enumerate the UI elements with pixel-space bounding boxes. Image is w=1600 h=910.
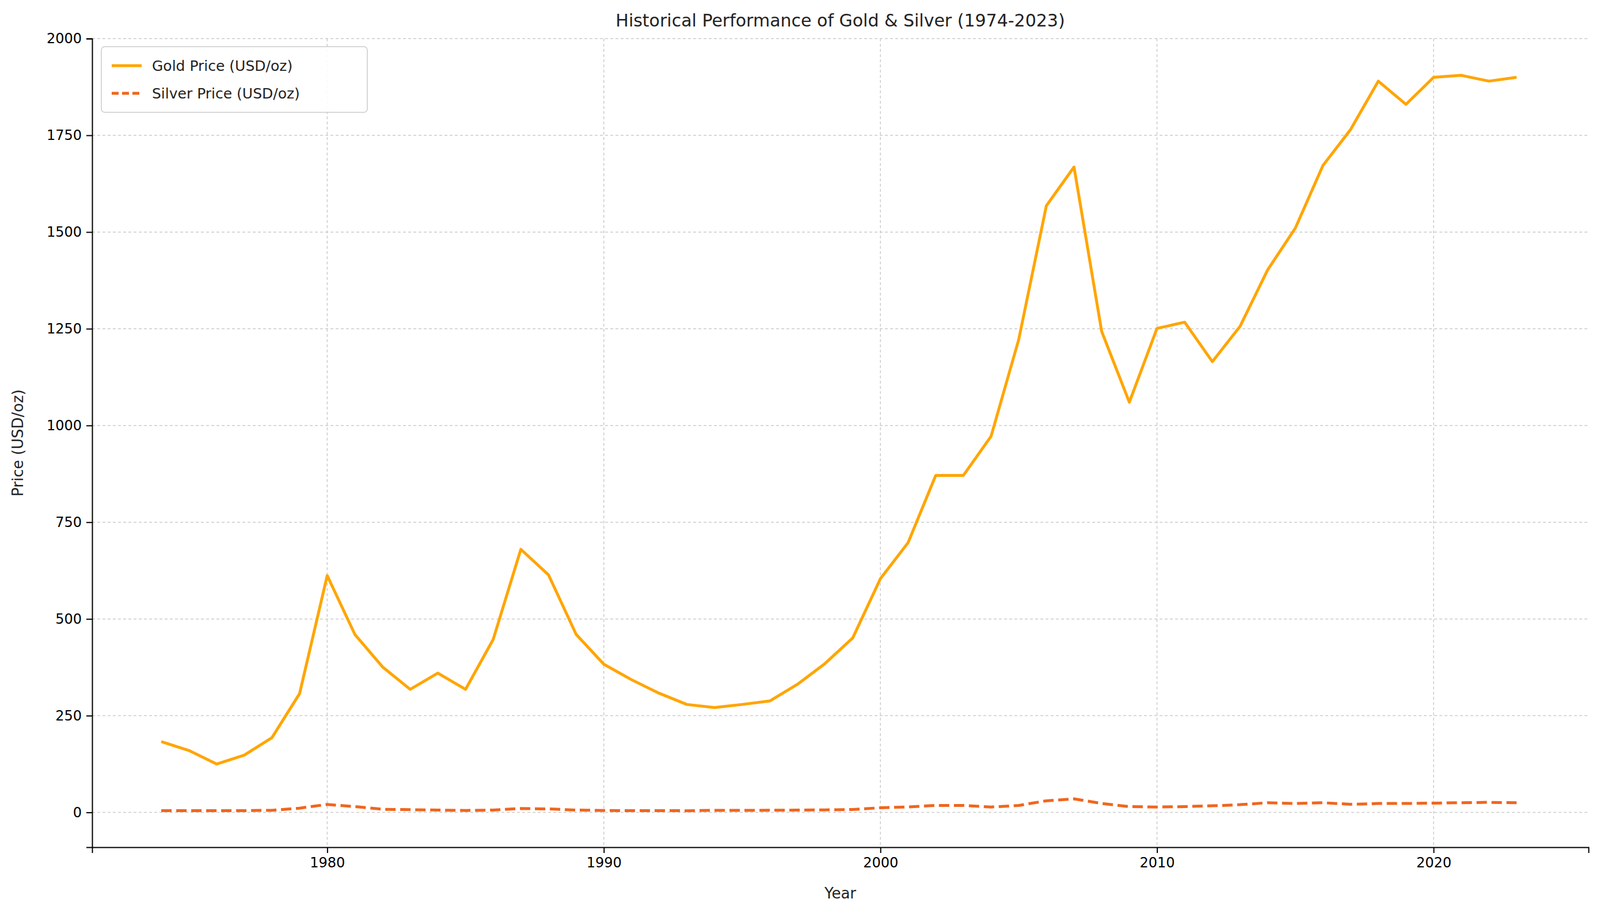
grid-line-x xyxy=(327,38,329,847)
legend-swatch xyxy=(111,92,142,95)
y-tick-mark xyxy=(86,521,93,523)
grid-line-x xyxy=(879,38,881,847)
x-axis-line xyxy=(92,847,1590,854)
y-axis: 0 250 500 750 1000 1250 1500 1750 2000 xyxy=(46,30,93,847)
grid-line-y xyxy=(92,715,1589,717)
x-tick-label: 1980 xyxy=(309,854,345,871)
y-tick-mark xyxy=(86,424,93,427)
x-tick-label: 2000 xyxy=(863,854,899,871)
x-tick-mark xyxy=(1433,846,1435,853)
y-axis-title: Price (USD/oz) xyxy=(9,389,27,497)
grid-line-x xyxy=(1433,38,1435,847)
y-tick-mark xyxy=(86,618,93,620)
legend-box xyxy=(101,46,368,113)
legend-label: Gold Price (USD/oz) xyxy=(151,57,293,75)
grid-line-y xyxy=(92,231,1589,233)
legend-swatch xyxy=(111,64,142,68)
y-tick: 1000 xyxy=(46,417,93,434)
y-tick-label: 0 xyxy=(73,804,82,821)
y-tick-label: 1750 xyxy=(46,127,82,144)
x-tick: 2010 xyxy=(1139,846,1176,871)
grid-line-y xyxy=(92,37,1589,40)
y-tick-label: 750 xyxy=(55,514,82,531)
grid-line-y xyxy=(92,424,1589,427)
x-tick-mark xyxy=(327,846,329,853)
y-tick: 250 xyxy=(55,707,93,724)
x-tick: 1980 xyxy=(309,846,345,871)
y-tick: 1250 xyxy=(46,320,93,337)
legend: Gold Price (USD/oz) Silver Price (USD/oz) xyxy=(101,46,368,113)
x-tick: 2000 xyxy=(863,846,899,871)
grid-line-y xyxy=(92,521,1589,523)
x-tick-label: 1990 xyxy=(586,854,622,871)
grid-line-x xyxy=(603,38,605,847)
grid-line-y xyxy=(92,811,1589,813)
y-tick-mark xyxy=(86,328,93,330)
x-tick-label: 2010 xyxy=(1139,854,1176,871)
y-tick: 1500 xyxy=(46,223,93,241)
y-tick: 2000 xyxy=(46,30,93,47)
grid-line-y xyxy=(92,134,1589,136)
y-tick: 500 xyxy=(55,610,93,627)
y-axis-line xyxy=(86,39,93,848)
y-tick-label: 1250 xyxy=(46,320,82,337)
chart: 1980 1990 2000 2010 2020 0 250 500 750 1000 1250 15… xyxy=(0,0,1600,910)
y-tick-label: 250 xyxy=(55,707,82,724)
y-tick-mark xyxy=(86,715,93,717)
x-axis: 1980 1990 2000 2010 2020 xyxy=(92,846,1590,871)
x-tick: 1990 xyxy=(586,846,622,871)
y-tick-mark xyxy=(86,38,93,40)
x-tick: 2020 xyxy=(1416,846,1452,871)
plot: 1980 1990 2000 2010 2020 0 250 500 750 1000 1250 15… xyxy=(46,30,1590,871)
x-tick-mark xyxy=(1156,846,1158,853)
x-tick-mark xyxy=(880,846,882,853)
y-tick-mark xyxy=(86,134,93,136)
y-tick: 750 xyxy=(55,514,93,531)
y-tick-label: 1500 xyxy=(46,223,82,241)
x-axis-title: Year xyxy=(823,884,857,902)
grid-line-x xyxy=(1156,38,1158,847)
y-tick-mark xyxy=(86,811,93,813)
x-tick-mark xyxy=(603,846,605,853)
y-tick-mark xyxy=(86,231,93,233)
lines xyxy=(161,75,1517,811)
y-tick: 0 xyxy=(73,804,93,821)
y-tick-label: 2000 xyxy=(46,30,82,47)
series-line xyxy=(161,798,1517,811)
series-line xyxy=(161,75,1517,765)
grid xyxy=(92,38,1589,847)
y-tick: 1750 xyxy=(46,127,93,144)
grid-line-y xyxy=(92,328,1589,330)
legend-label: Silver Price (USD/oz) xyxy=(151,85,300,102)
y-tick-label: 1000 xyxy=(46,417,82,434)
x-tick-label: 2020 xyxy=(1416,854,1452,871)
title: Historical Performance of Gold & Silver … xyxy=(615,10,1065,31)
y-tick-label: 500 xyxy=(55,610,82,627)
